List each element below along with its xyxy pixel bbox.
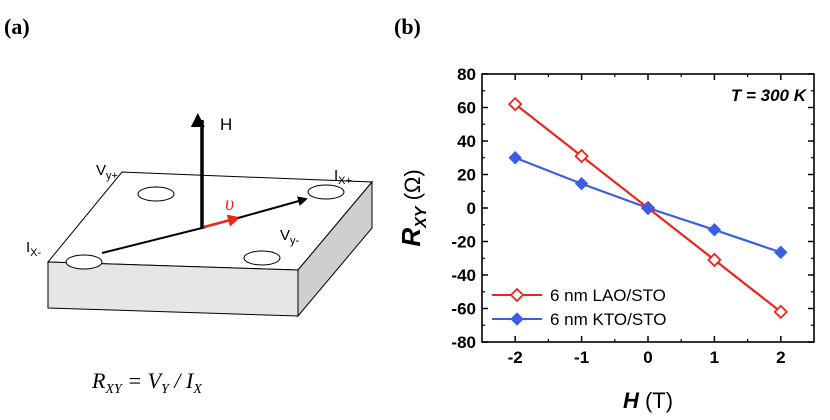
y-axis-ticks: 80 60 40 20 0 -20 -40 -60 -80: [451, 65, 814, 352]
pad-ix-minus: [65, 254, 103, 270]
ix-plus-label: IX+: [334, 167, 352, 187]
ix-minus-label: IX-: [26, 239, 42, 259]
x-tick-label: -1: [574, 348, 589, 367]
legend-label-kto: 6 nm KTO/STO: [550, 310, 667, 329]
y-tick-label: -60: [451, 300, 476, 319]
x-axis-ticks: -2 -1 0 1 2: [508, 74, 786, 367]
panel-b-label: (b): [394, 14, 421, 39]
legend-label-lao: 6 nm LAO/STO: [550, 286, 666, 305]
series-markers: [507, 96, 789, 320]
vy-minus-label: Vy-: [280, 227, 300, 247]
data-point-lao: [574, 148, 589, 164]
y-tick-label: 20: [457, 166, 476, 185]
current-arrow: [237, 196, 308, 219]
h-label: H: [220, 115, 232, 134]
velocity-arrow: [203, 214, 241, 229]
legend: 6 nm LAO/STO 6 nm KTO/STO: [492, 286, 667, 329]
y-tick-label: 80: [457, 65, 476, 84]
data-point-kto: [707, 223, 722, 237]
y-tick-label: 0: [467, 199, 476, 218]
data-point-lao: [773, 304, 789, 320]
y-tick-label: 40: [457, 132, 476, 151]
temperature-annotation: T = 300 K: [731, 86, 808, 105]
block-front-face: [47, 261, 299, 317]
velocity-label: υ: [225, 193, 234, 215]
data-point-kto: [574, 177, 589, 191]
x-tick-label: 1: [710, 348, 719, 367]
panel-a: (a) H υ Vy+ IX+ IX- Vy- RXY = VY / IX: [4, 14, 374, 397]
current-line: [101, 226, 207, 254]
hall-formula: RXY = VY / IX: [91, 368, 202, 397]
vy-plus-label: Vy+: [96, 162, 118, 182]
x-tick-label: 0: [643, 348, 652, 367]
panel-b: (b) 80 60 40 20 0 -20 -40 -60 -80 -2 -1 0 1 2 T = 30…: [394, 14, 815, 413]
panel-a-label: (a): [4, 14, 30, 39]
x-axis-title: H (T): [623, 388, 673, 413]
data-point-kto: [508, 151, 522, 165]
y-tick-label: -40: [451, 266, 476, 285]
pad-ix-plus: [307, 184, 345, 200]
block-right-face: [297, 180, 373, 318]
x-tick-label: -2: [508, 348, 523, 367]
data-point-lao: [707, 252, 722, 268]
data-point-kto: [774, 245, 788, 260]
pad-vy-plus: [137, 186, 175, 202]
legend-marker-kto: [510, 312, 524, 326]
x-tick-label: 2: [776, 348, 785, 367]
y-tick-label: -80: [451, 333, 476, 352]
legend-marker-lao: [509, 287, 525, 303]
data-point-lao: [507, 96, 523, 112]
data-point-kto: [641, 201, 655, 215]
pad-vy-minus: [243, 250, 281, 266]
y-axis-title: RXY (Ω): [396, 169, 430, 246]
y-tick-label: 60: [457, 99, 476, 118]
y-tick-label: -20: [451, 233, 476, 252]
